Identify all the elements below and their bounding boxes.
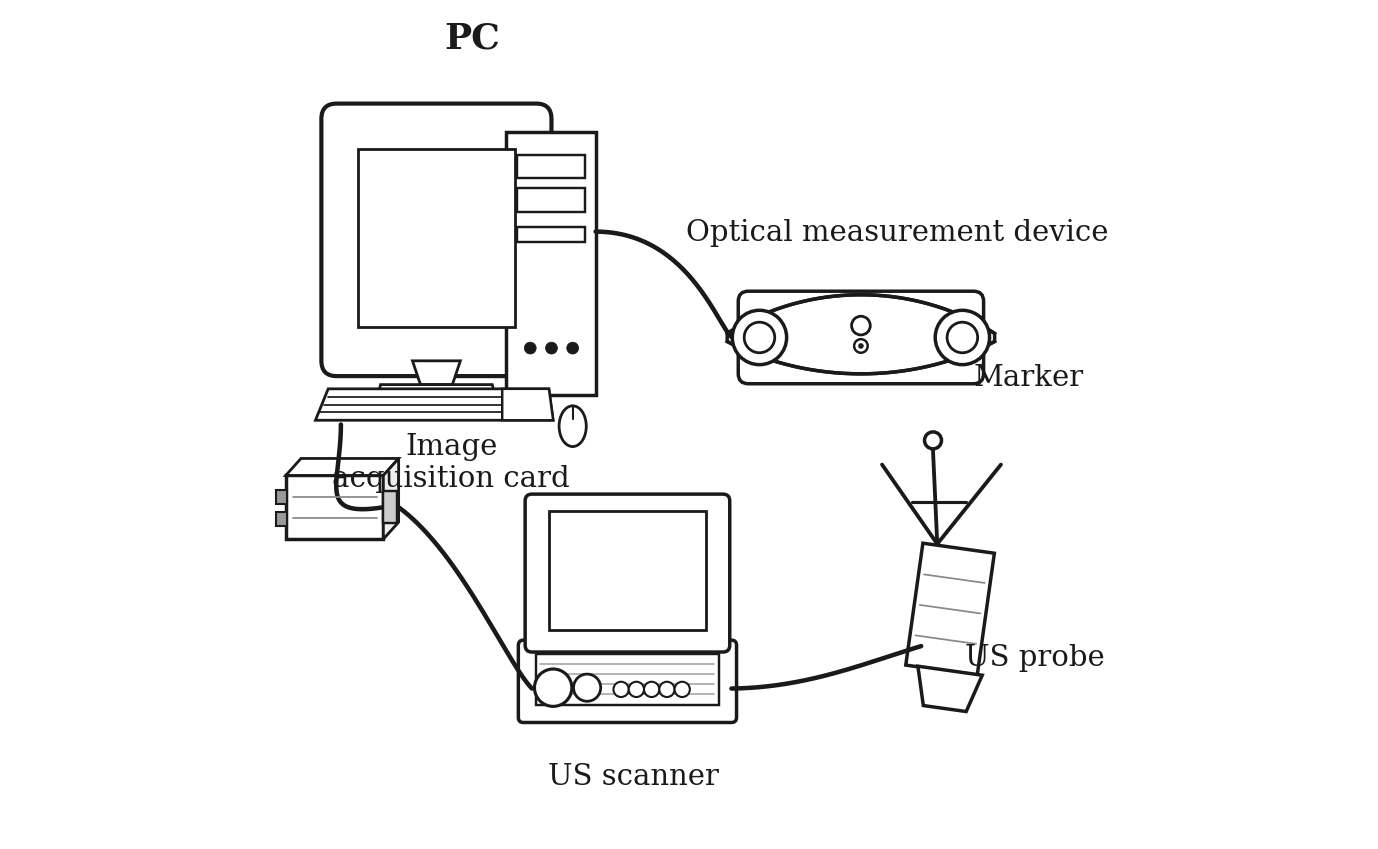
Polygon shape — [376, 385, 496, 402]
Polygon shape — [502, 389, 553, 420]
Polygon shape — [905, 543, 995, 675]
Ellipse shape — [559, 406, 586, 447]
Bar — [517, 155, 586, 178]
Circle shape — [858, 343, 864, 349]
Circle shape — [573, 674, 601, 701]
Bar — [358, 149, 515, 327]
Bar — [276, 490, 287, 504]
Polygon shape — [316, 389, 553, 420]
Polygon shape — [383, 458, 398, 539]
Polygon shape — [728, 295, 995, 374]
Bar — [507, 132, 595, 395]
Circle shape — [732, 311, 787, 365]
Circle shape — [675, 682, 690, 697]
Text: Image
acquisition card: Image acquisition card — [332, 432, 570, 493]
Circle shape — [566, 342, 579, 354]
Circle shape — [524, 342, 536, 354]
Circle shape — [546, 342, 558, 354]
Bar — [517, 188, 586, 212]
Circle shape — [613, 682, 628, 697]
Polygon shape — [918, 666, 983, 711]
Circle shape — [854, 340, 868, 353]
Polygon shape — [412, 361, 460, 385]
Circle shape — [535, 669, 572, 706]
Bar — [536, 654, 719, 705]
Circle shape — [852, 317, 871, 335]
FancyBboxPatch shape — [321, 104, 551, 376]
Bar — [285, 475, 383, 539]
Bar — [548, 511, 706, 630]
Text: Optical measurement device: Optical measurement device — [686, 220, 1108, 247]
Circle shape — [628, 682, 644, 697]
Text: Marker: Marker — [973, 364, 1083, 391]
FancyBboxPatch shape — [525, 494, 730, 652]
Circle shape — [925, 432, 941, 449]
FancyBboxPatch shape — [518, 640, 737, 722]
Circle shape — [936, 311, 989, 365]
Bar — [276, 512, 287, 526]
Text: US scanner: US scanner — [548, 763, 719, 790]
Circle shape — [947, 322, 977, 353]
Text: PC: PC — [445, 21, 500, 55]
FancyBboxPatch shape — [739, 291, 984, 384]
Polygon shape — [285, 458, 398, 475]
Bar — [383, 492, 397, 523]
Circle shape — [644, 682, 659, 697]
Circle shape — [659, 682, 675, 697]
Bar — [517, 227, 586, 242]
Text: US probe: US probe — [965, 644, 1105, 672]
Circle shape — [744, 322, 774, 353]
